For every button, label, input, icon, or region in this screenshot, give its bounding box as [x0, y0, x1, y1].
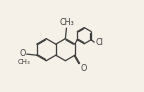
Text: Cl: Cl [95, 38, 103, 47]
Text: O: O [20, 49, 26, 58]
Text: CH₃: CH₃ [17, 59, 30, 65]
Text: O: O [81, 64, 87, 73]
Text: CH₃: CH₃ [60, 18, 74, 27]
